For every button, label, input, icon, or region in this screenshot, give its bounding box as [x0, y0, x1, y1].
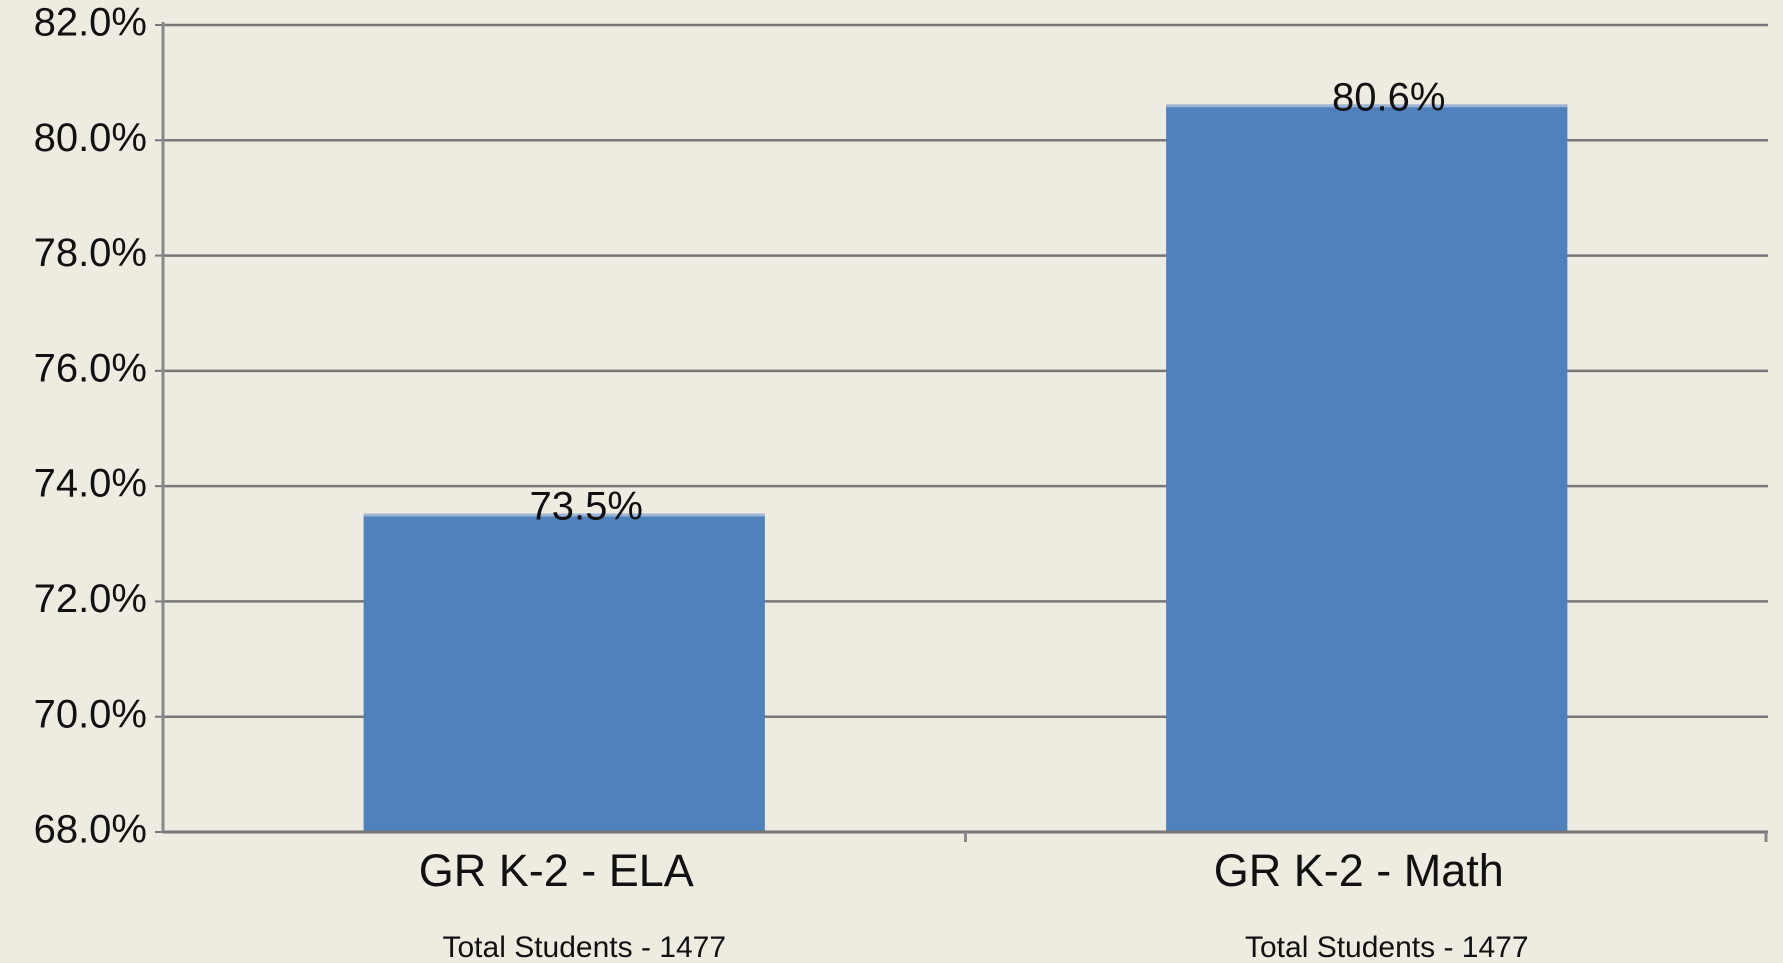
y-tick-label: 76.0%	[34, 346, 147, 390]
y-tick-label: 72.0%	[34, 577, 147, 621]
y-tick-label: 82.0%	[34, 1, 147, 45]
y-tick-label: 80.0%	[34, 116, 147, 160]
bar	[363, 514, 765, 832]
x-tick-label: GR K-2 - Math	[1214, 845, 1504, 896]
value-label: 80.6%	[1332, 75, 1445, 119]
value-label: 73.5%	[530, 485, 643, 529]
y-tick-label: 78.0%	[34, 231, 147, 275]
y-tick-label: 70.0%	[34, 692, 147, 736]
category-note: Total Students - 1477	[442, 931, 726, 963]
y-tick-label: 68.0%	[34, 808, 147, 852]
category-note: Total Students - 1477	[1245, 931, 1529, 963]
x-tick-label: GR K-2 - ELA	[419, 845, 694, 896]
bar	[1166, 105, 1568, 832]
y-tick-label: 74.0%	[34, 462, 147, 506]
